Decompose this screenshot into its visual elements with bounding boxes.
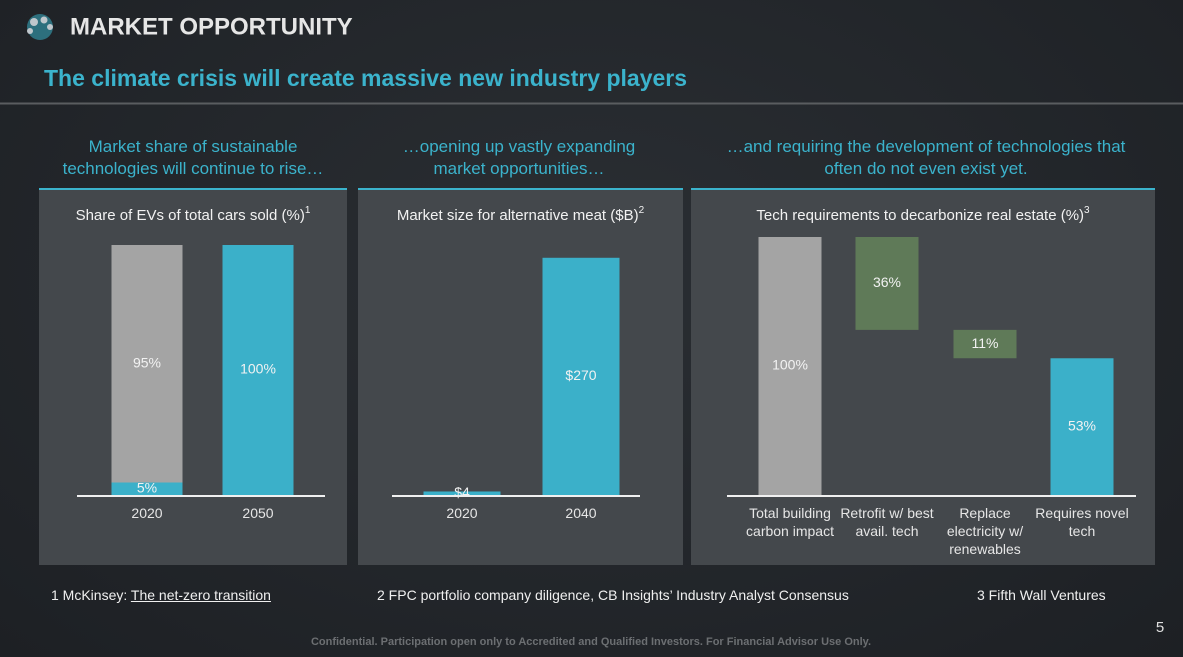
value-label: $270: [565, 367, 596, 383]
disclaimer: Confidential. Participation open only to…: [310, 636, 872, 648]
panel: [358, 188, 683, 565]
x-tick-label: 2050: [242, 505, 274, 521]
bar: [855, 237, 919, 330]
footnote: 1 McKinsey: The net-zero transition: [51, 587, 271, 603]
chart-title-text: Share of EVs of total cars sold (%): [76, 207, 305, 224]
bar: [111, 482, 183, 495]
bar: [953, 329, 1017, 359]
x-tick-label: 2020: [131, 505, 163, 521]
value-label: $4: [454, 484, 470, 500]
value-label: 100%: [240, 361, 276, 377]
column-heading: …opening up vastly expanding market oppo…: [402, 137, 636, 178]
logo: [27, 14, 53, 40]
panel: [39, 188, 347, 565]
footnote: 3 Fifth Wall Ventures: [977, 587, 1106, 603]
x-tick-label: Retrofit w/ best avail. tech: [840, 505, 934, 539]
x-tick-label: Replace electricity w/ renewables: [946, 505, 1024, 557]
bar: [758, 237, 822, 495]
chart-title-text: Market size for alternative meat ($B): [397, 207, 639, 224]
chart-title: Market size for alternative meat ($B)2: [397, 205, 645, 224]
x-tick-label: 2040: [565, 505, 597, 521]
value-label: 36%: [873, 274, 901, 290]
chart-title: Tech requirements to decarbonize real es…: [756, 205, 1090, 224]
column-heading: Market share of sustainable technologies…: [62, 137, 324, 178]
bar: [542, 257, 620, 495]
value-label: 53%: [1068, 417, 1096, 433]
x-tick-label: Requires novel tech: [1035, 505, 1129, 539]
value-label: 11%: [972, 335, 999, 351]
value-label: 5%: [137, 479, 157, 495]
page-number: 5: [1155, 619, 1165, 636]
bar: [111, 245, 183, 483]
footnote-text: 1 McKinsey:: [51, 587, 128, 603]
footnote: 2 FPC portfolio company diligence, CB In…: [377, 587, 849, 603]
x-tick-label: 2020: [446, 505, 478, 521]
footnote-ref: 1: [305, 205, 311, 216]
bar: [423, 491, 501, 495]
chart-title: Share of EVs of total cars sold (%)1: [76, 205, 311, 224]
footnote-ref: 3: [1084, 205, 1090, 216]
slide-subtitle: The climate crisis will create massive n…: [44, 65, 687, 91]
value-label: 100%: [772, 357, 808, 373]
slide-title: MARKET OPPORTUNITY: [70, 13, 353, 40]
bar: [222, 245, 294, 495]
footnote-ref: 2: [639, 205, 645, 216]
chart-title-text: Tech requirements to decarbonize real es…: [756, 207, 1084, 224]
x-tick-label: Total building carbon impact: [746, 505, 834, 539]
footnote-link[interactable]: The net-zero transition: [130, 587, 271, 603]
value-label: 95%: [133, 354, 161, 370]
column-heading: …and requiring the development of techno…: [726, 137, 1126, 178]
bar: [1050, 358, 1114, 495]
